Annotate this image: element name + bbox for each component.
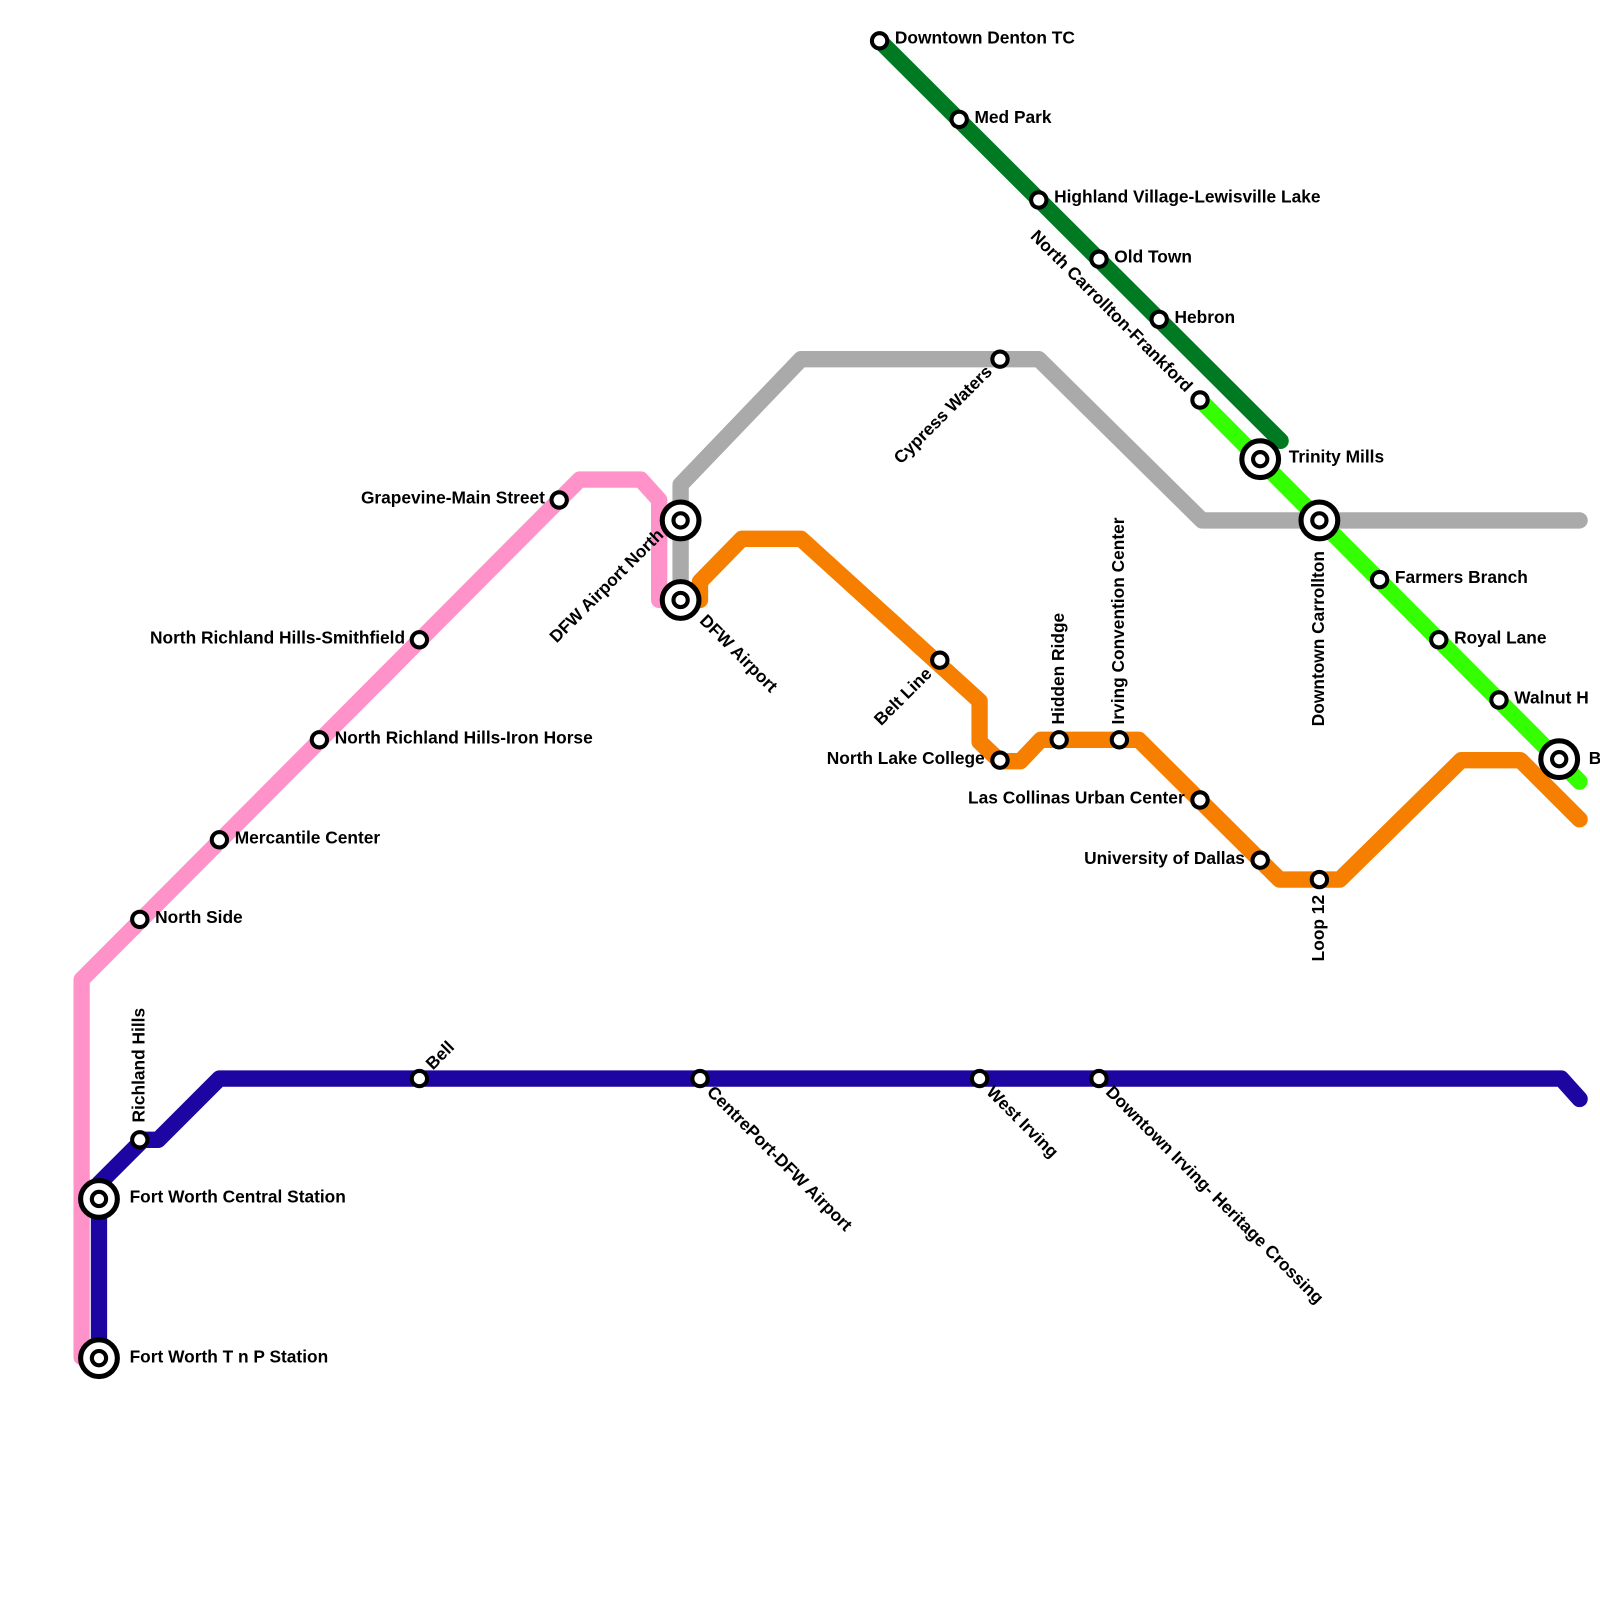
station-label: University of Dallas <box>1084 848 1245 868</box>
station <box>1049 730 1069 750</box>
station <box>130 1130 150 1150</box>
station <box>990 750 1010 770</box>
interchange-dot <box>671 511 690 530</box>
station-label: Grapevine-Main Street <box>361 488 545 508</box>
station <box>1029 190 1049 210</box>
station-label: B <box>1589 748 1600 768</box>
station-label: Las Collinas Urban Center <box>968 788 1185 808</box>
station <box>1190 390 1210 410</box>
interchange-dot <box>89 1189 109 1209</box>
station <box>1089 1068 1109 1089</box>
gray-line <box>672 351 1588 609</box>
station-label: North Lake College <box>827 748 985 768</box>
station-label: CentrePort-DFW Airport <box>703 1082 856 1235</box>
station-label: Irving Convention Center <box>1108 517 1128 724</box>
station-label: Royal Lane <box>1454 627 1547 647</box>
interchange-dot <box>89 1348 109 1368</box>
station-label: Fort Worth T n P Station <box>130 1347 329 1367</box>
station <box>309 730 330 750</box>
station-label: Farmers Branch <box>1395 567 1528 587</box>
station <box>1369 569 1390 590</box>
station-label: Hebron <box>1174 307 1235 327</box>
pink-line <box>73 471 668 1366</box>
station-label: Trinity Mills <box>1289 447 1384 467</box>
station-label: Cypress Waters <box>890 361 996 467</box>
station-label: Med Park <box>974 107 1051 127</box>
station <box>409 1068 430 1089</box>
station-label: Mercantile Center <box>235 827 381 847</box>
station <box>1429 630 1449 650</box>
station <box>930 650 950 670</box>
station <box>969 1068 990 1089</box>
station-label: West Irving <box>983 1082 1063 1162</box>
station-label: Belt Line <box>870 663 936 729</box>
station-label: Walnut H <box>1514 688 1588 708</box>
station <box>1489 690 1509 710</box>
station-label: North Side <box>155 907 243 927</box>
station-label: DFW Airport North <box>545 525 667 647</box>
station <box>690 1068 710 1089</box>
station-label: Hidden Ridge <box>1048 612 1068 724</box>
station <box>1149 309 1169 330</box>
interchange-dot <box>1550 750 1569 769</box>
station <box>1190 790 1210 810</box>
station <box>549 490 569 510</box>
station-label: Old Town <box>1114 247 1192 267</box>
interchange-dot <box>1251 450 1270 469</box>
station-label: Loop 12 <box>1308 895 1328 961</box>
station <box>869 31 890 51</box>
station <box>1250 850 1270 870</box>
station-label: Bell <box>422 1037 459 1074</box>
interchange-dot <box>1310 511 1329 530</box>
orange-line <box>691 530 1588 888</box>
station-label: DFW Airport <box>696 610 782 696</box>
station <box>130 909 150 930</box>
dark-green-line <box>871 32 1289 449</box>
station <box>1309 869 1330 890</box>
station <box>990 349 1010 369</box>
station-label: Downtown Carrollton <box>1308 551 1328 726</box>
station <box>209 830 230 850</box>
station-label: Downtown Irving- Heritage Crossing <box>1102 1082 1328 1308</box>
station <box>949 109 969 130</box>
station-label: North Richland Hills-Iron Horse <box>335 727 593 747</box>
station-label: North Richland Hills-Smithfield <box>150 627 405 647</box>
stations: Downtown Denton TC Med Park Highland Villa… <box>78 27 1600 1380</box>
station <box>409 630 430 650</box>
station-label: Richland Hills <box>128 1008 148 1123</box>
station <box>1089 249 1109 269</box>
station-label: Downtown Denton TC <box>895 27 1075 47</box>
interchange-dot <box>671 590 690 610</box>
station-label: Highland Village-Lewisville Lake <box>1054 187 1321 207</box>
station <box>1109 730 1130 750</box>
station-label: Fort Worth Central Station <box>130 1187 346 1207</box>
